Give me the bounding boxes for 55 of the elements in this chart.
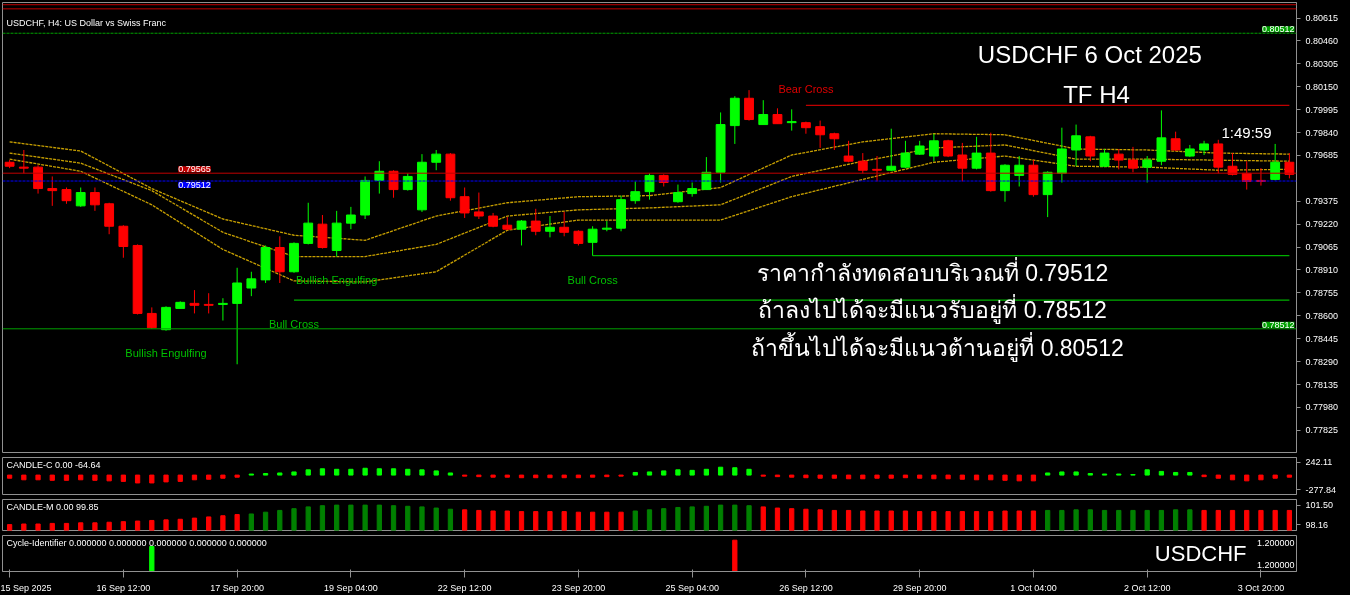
annotation: 1:49:59 (1221, 124, 1272, 141)
annotation: ถ้าขึ้นไปได้จะมีแนวต้านอยู่ที่ 0.80512 (751, 331, 1124, 362)
y-tick-label: 0.78755 (1305, 287, 1339, 298)
y-tick-label: 0.79065 (1305, 242, 1339, 253)
y-tick-label: 0.80305 (1305, 58, 1339, 69)
x-tick-label: 29 Sep 20:00 (892, 582, 947, 593)
annotation: USDCHF, H4: US Dollar vs Swiss Franc (6, 17, 167, 28)
y-tick-label: 0.79375 (1305, 196, 1339, 207)
y-tick-label: 0.78290 (1305, 356, 1339, 367)
x-tick-label: 19 Sep 04:00 (324, 582, 378, 593)
x-tick-label: 1 Oct 04:00 (1010, 582, 1057, 593)
y-tick-label: 98.16 (1305, 519, 1329, 530)
y-tick-label: 101.50 (1305, 500, 1334, 511)
text: TF H4 (1063, 81, 1130, 108)
y-tick-label: 242.11 (1305, 457, 1333, 468)
chart-title: Cycle-Identifier 0.000000 0.000000 0.000000 0.000000 0.000000 (6, 537, 267, 548)
y-tick-label: 0.78135 (1305, 379, 1339, 390)
y-tick-label: 0.77980 (1305, 402, 1339, 413)
text: USDCHF 6 Oct 2025 (977, 41, 1202, 68)
x-tick-label: 17 Sep 20:00 (210, 582, 264, 593)
x-tick-label: 25 Sep 04:00 (665, 582, 719, 593)
y-tick-label: -277.84 (1305, 484, 1337, 495)
x-tick-label: 2 Oct 12:00 (1123, 582, 1171, 593)
annotation: Bullish Engulfing (125, 346, 207, 359)
y-tick-label: 0.78445 (1305, 333, 1339, 344)
y-tick-label: 0.78910 (1305, 264, 1339, 275)
annotation: Bull Cross (268, 317, 320, 330)
annotation: 1.200000 (1256, 559, 1295, 570)
annotation: ถ้าลงไปได้จะมีแนวรับอยู่ที่ 0.78512 (758, 293, 1107, 324)
y-tick-label: 0.77825 (1305, 425, 1339, 436)
x-tick-label: 26 Sep 12:00 (779, 582, 833, 593)
chart-title: CANDLE-C 0.00 -64.64 (6, 459, 101, 470)
ref-line-label: 0.79565 (178, 164, 211, 175)
y-tick-label: 0.79220 (1305, 219, 1339, 230)
y-tick-label: 0.79995 (1305, 104, 1339, 115)
y-tick-label: 0.80615 (1305, 13, 1339, 24)
x-tick-label: 23 Sep 20:00 (551, 582, 606, 593)
y-tick-label: 0.79840 (1305, 127, 1339, 138)
annotation: Bear Cross (778, 82, 834, 95)
annotation: ราคากำลังทดสอบบริเวณที่ 0.79512 (756, 256, 1109, 286)
y-tick-label: 0.80150 (1305, 81, 1339, 92)
annotation: 1.200000 (1256, 537, 1295, 548)
y-tick-label: 0.78600 (1305, 310, 1339, 321)
ref-line-label: 0.78512 (1261, 319, 1295, 330)
y-tick-label: 0.80460 (1305, 35, 1339, 46)
x-tick-label: 16 Sep 12:00 (96, 582, 151, 593)
x-tick-label: 22 Sep 12:00 (437, 582, 492, 593)
y-tick-label: 0.79685 (1305, 150, 1339, 161)
ref-line-label: 0.79512 (178, 180, 211, 191)
annotation: USDCHF (1154, 541, 1247, 566)
x-tick-label: 15 Sep 2025 (0, 582, 52, 593)
annotation: Bull Cross (567, 273, 619, 286)
chart-title: CANDLE-M 0.00 99.85 (6, 501, 99, 512)
ref-line-label: 0.80512 (1261, 24, 1295, 35)
x-tick-label: 3 Oct 20:00 (1237, 582, 1285, 593)
